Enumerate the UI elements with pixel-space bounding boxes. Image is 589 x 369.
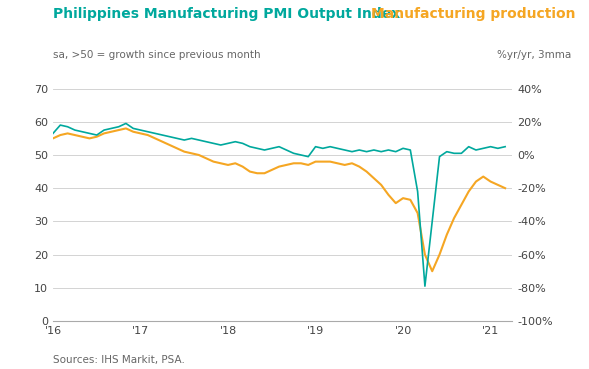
- Text: sa, >50 = growth since previous month: sa, >50 = growth since previous month: [53, 50, 261, 60]
- Text: Philippines Manufacturing PMI Output Index: Philippines Manufacturing PMI Output Ind…: [53, 7, 401, 21]
- Text: Sources: IHS Markit, PSA.: Sources: IHS Markit, PSA.: [53, 355, 185, 365]
- Text: %yr/yr, 3mma: %yr/yr, 3mma: [497, 50, 571, 60]
- Text: Manufacturing production: Manufacturing production: [371, 7, 575, 21]
